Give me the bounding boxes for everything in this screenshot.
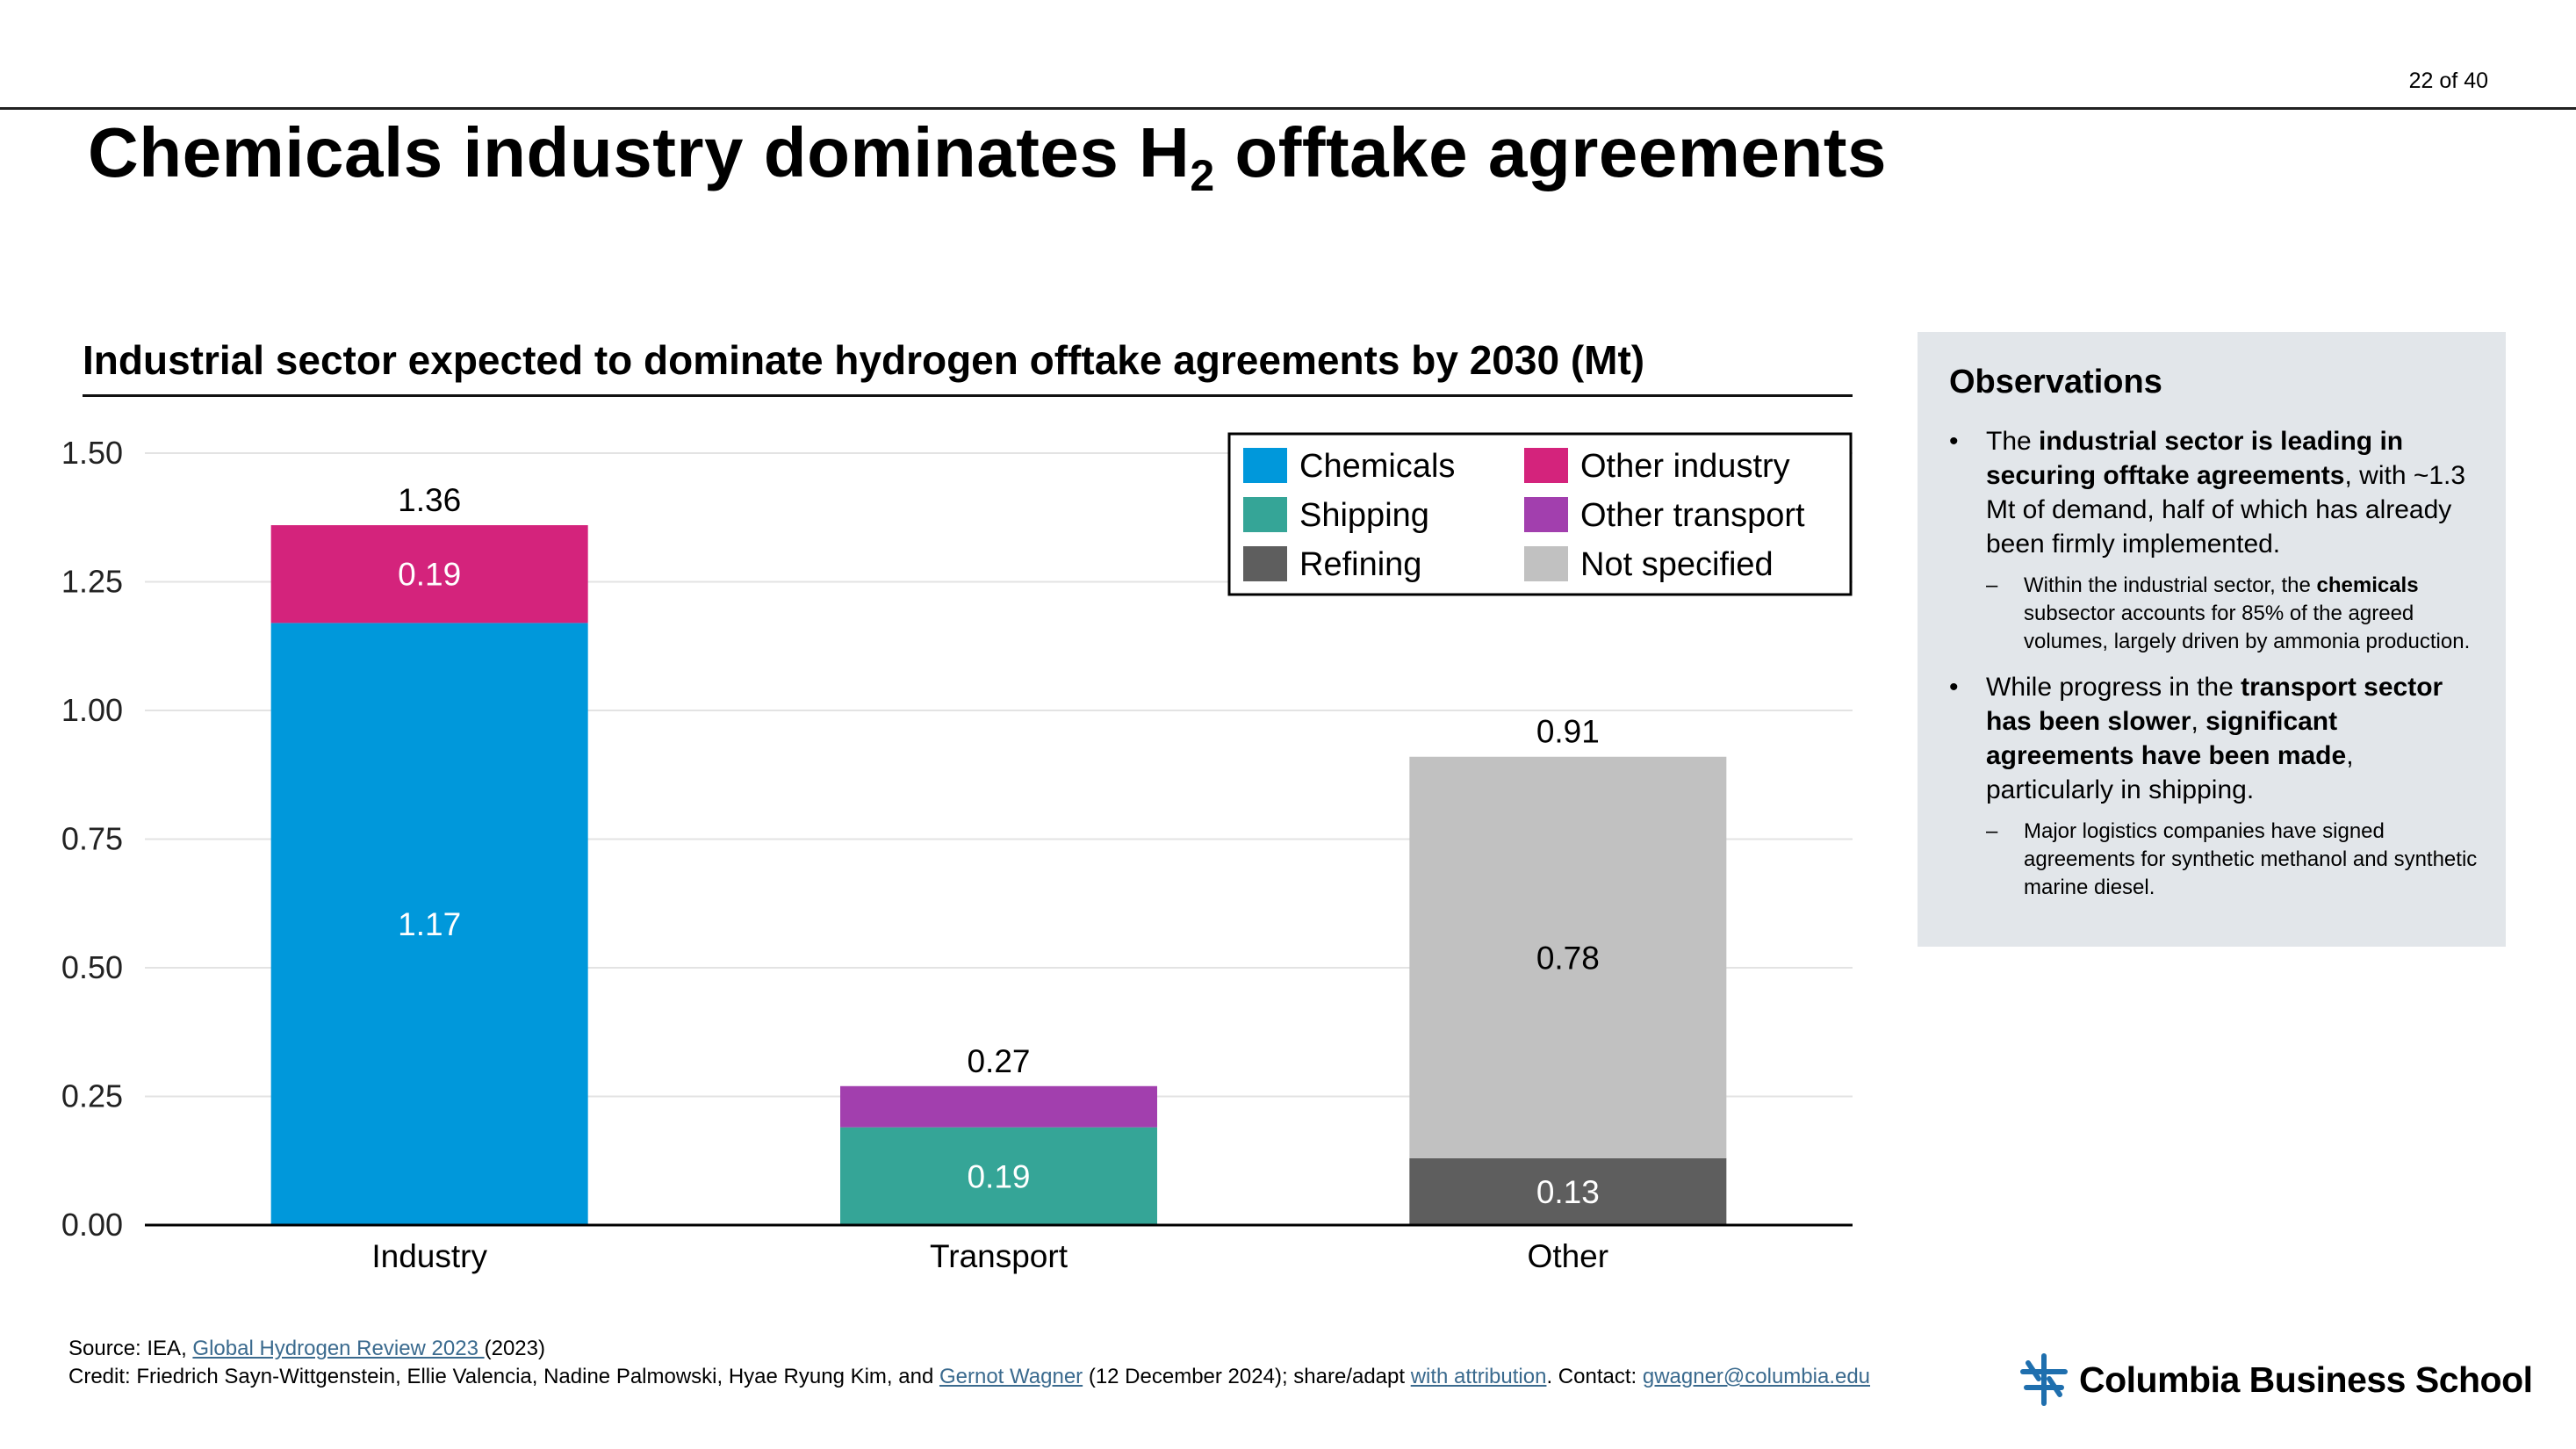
legend-swatch — [1524, 497, 1568, 532]
sub-bullet-dash: – — [1986, 573, 1998, 597]
footer-credits: Source: IEA, Global Hydrogen Review 2023… — [68, 1335, 1870, 1391]
legend-swatch — [1243, 448, 1287, 483]
columbia-crown-icon — [2020, 1353, 2068, 1406]
contact-email-link[interactable]: gwagner@columbia.edu — [1642, 1365, 1871, 1388]
observations-panel: Observations • The industrial sector is l… — [1918, 332, 2506, 947]
observations-title: Observations — [1949, 364, 2162, 400]
x-category-label: Industry — [371, 1238, 487, 1274]
legend-swatch — [1243, 497, 1287, 532]
slide-title-main: Chemicals industry dominates H — [88, 113, 1191, 191]
bar-segment — [270, 623, 588, 1225]
chart-title: Industrial sector expected to dominate h… — [83, 337, 1645, 383]
bar-segment — [1409, 1157, 1727, 1225]
bullet-text: , — [2191, 707, 2206, 736]
bullet-text: , particularly in shipping. — [1986, 741, 2354, 804]
sub-bullet-bold-text: chemicals — [2316, 573, 2419, 597]
bar-total-label: 0.27 — [967, 1043, 1030, 1079]
bullet-dot: • — [1949, 427, 1959, 456]
bar-segment — [840, 1127, 1157, 1225]
bar-segment — [270, 525, 588, 624]
bar-segment-label: 0.78 — [1536, 940, 1600, 976]
header-rule — [0, 107, 2576, 110]
sub-bullet-dash: – — [1986, 819, 1998, 843]
attribution-link[interactable]: with attribution — [1410, 1365, 1547, 1388]
bar-segment-label: 0.19 — [967, 1158, 1030, 1194]
source-text: (2023) — [484, 1337, 545, 1360]
source-line: Source: IEA, Global Hydrogen Review 2023… — [68, 1335, 1870, 1363]
y-tick-label: 0.25 — [61, 1078, 123, 1114]
stacked-bar-chart: 0.00 0.25 0.50 0.75 1.00 1.25 1.50 1.17 0.19 1.36… — [61, 432, 1853, 1274]
legend-swatch — [1524, 448, 1568, 483]
legend-label: Refining — [1299, 546, 1421, 583]
legend-swatch — [1524, 546, 1568, 581]
legend-label: Other industry — [1580, 448, 1790, 485]
y-tick-label: 1.25 — [61, 564, 123, 600]
slide-title-subscript: 2 — [1190, 151, 1215, 200]
legend-label: Chemicals — [1299, 448, 1455, 485]
observation-sub-bullet-2: – Major logistics companies have signed a… — [1949, 818, 2479, 902]
page-number: 22 of 40 — [2408, 68, 2488, 93]
observation-sub-bullet-1: – Within the industrial sector, the chemi… — [1949, 572, 2479, 656]
legend-label: Shipping — [1299, 497, 1429, 534]
chart-title-rule — [83, 394, 1853, 397]
bar-segment-label: 0.13 — [1536, 1174, 1600, 1210]
bar-total-label: 1.36 — [398, 482, 461, 518]
bullet-text: The — [1986, 427, 2040, 456]
x-category-label: Transport — [930, 1238, 1069, 1274]
credit-text: (12 December 2024); share/adapt — [1083, 1365, 1411, 1388]
legend-label: Other transport — [1580, 497, 1805, 534]
legend-label: Not specified — [1580, 546, 1774, 583]
logo-text: Columbia Business School — [2079, 1359, 2533, 1400]
slide-title-rest: offtake agreements — [1214, 113, 1887, 191]
bar-segment-label: 1.17 — [398, 906, 461, 942]
credit-text: . Contact: — [1546, 1365, 1643, 1388]
y-tick-label: 0.50 — [61, 949, 123, 985]
observation-bullet-2: • While progress in the transport sector … — [1949, 670, 2479, 807]
bullet-bold-text: industrial sector is leading in securing… — [1986, 427, 2404, 490]
legend-swatch — [1243, 546, 1287, 581]
columbia-business-school-logo: Columbia Business School — [2018, 1352, 2533, 1407]
x-category-label: Other — [1528, 1238, 1609, 1274]
author-link[interactable]: Gernot Wagner — [939, 1365, 1083, 1388]
observation-bullet-1: • The industrial sector is leading in sec… — [1949, 424, 2479, 561]
y-tick-label: 0.75 — [61, 821, 123, 857]
sub-bullet-text: subsector accounts for 85% of the agreed… — [2024, 602, 2471, 653]
y-tick-label: 1.00 — [61, 692, 123, 728]
source-text: Source: IEA, — [68, 1337, 193, 1360]
y-tick-label: 0.00 — [61, 1207, 123, 1243]
y-tick-label: 1.50 — [61, 435, 123, 471]
sub-bullet-text: Major logistics companies have signed ag… — [2024, 819, 2478, 899]
slide-title: Chemicals industry dominates H2 offtake … — [88, 112, 1887, 198]
bullet-text: , with ~1.3 Mt of demand, half of which … — [1986, 461, 2466, 559]
bar-total-label: 0.91 — [1536, 714, 1600, 750]
bullet-text: While progress in the — [1986, 673, 2241, 702]
bar-segment — [840, 1085, 1157, 1128]
bullet-bold-text: transport sector has been slower — [1986, 673, 2443, 736]
bullet-bold-text: significant agreements have been made — [1986, 707, 2347, 770]
sub-bullet-text: Within the industrial sector, the — [2024, 573, 2317, 597]
source-link[interactable]: Global Hydrogen Review 2023 — [192, 1337, 485, 1360]
credit-text: Credit: Friedrich Sayn-Wittgenstein, Ell… — [68, 1365, 939, 1388]
credit-line: Credit: Friedrich Sayn-Wittgenstein, Ell… — [68, 1363, 1870, 1391]
bar-segment-label: 0.19 — [398, 557, 461, 593]
bullet-dot: • — [1949, 673, 1959, 702]
bar-segment — [1409, 756, 1727, 1158]
